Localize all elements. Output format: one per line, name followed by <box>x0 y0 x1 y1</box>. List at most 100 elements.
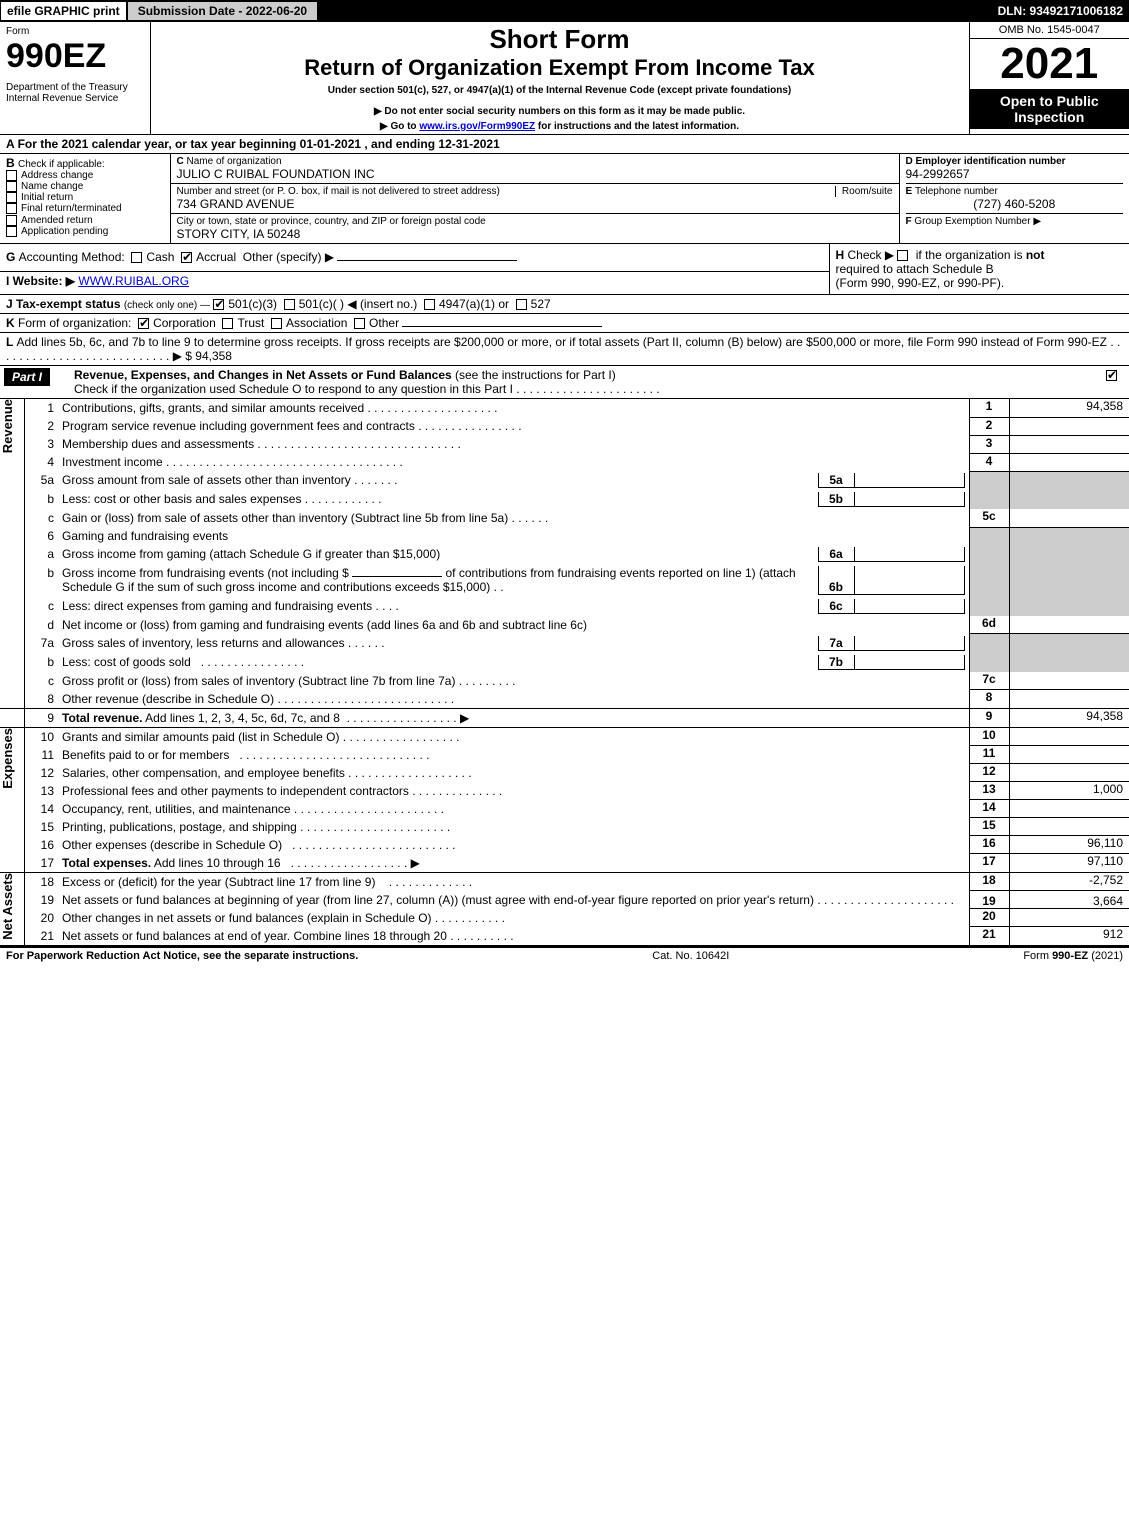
ssn-warning-text: Do not enter social security numbers on … <box>384 106 745 117</box>
b-opt-3: Final return/terminated <box>21 204 122 215</box>
l1-box: 1 <box>969 399 1009 418</box>
goto-link[interactable]: www.irs.gov/Form990EZ <box>419 121 535 132</box>
g-accrual: Accrual <box>196 250 236 264</box>
irs-label: Internal Revenue Service <box>6 93 144 104</box>
checkbox-assoc[interactable] <box>271 318 282 329</box>
part1-title-tail: (see the instructions for Part I) <box>455 368 616 382</box>
line-text: Benefits paid to or for members . . . . … <box>58 746 969 764</box>
tax-year: 2021 <box>970 39 1129 89</box>
grey-cell <box>969 490 1009 509</box>
section-c-street: Number and street (or P. O. box, if mail… <box>170 184 899 214</box>
part1-header: Part I Revenue, Expenses, and Changes in… <box>0 366 1129 398</box>
l9-val: 94,358 <box>1009 708 1129 727</box>
checkbox-schedule-o[interactable] <box>1106 370 1117 381</box>
line-text: Program service revenue including govern… <box>58 417 969 435</box>
checkbox-final-return[interactable] <box>6 203 17 214</box>
goto-tail: for instructions and the latest informat… <box>535 121 739 132</box>
l11-text: Benefits paid to or for members <box>62 748 229 762</box>
l7b-subval <box>854 655 964 670</box>
j-label: Tax-exempt status <box>16 297 120 311</box>
grey-cell <box>1009 564 1129 597</box>
l7b-text: Less: cost of goods sold <box>62 655 191 669</box>
netassets-label: Net Assets <box>0 873 15 940</box>
l4-box: 4 <box>969 453 1009 471</box>
l21-box: 21 <box>969 927 1009 946</box>
checkbox-h[interactable] <box>897 250 908 261</box>
l16-text: Other expenses (describe in Schedule O) <box>62 838 282 852</box>
l20-text: Other changes in net assets or fund bala… <box>62 911 432 925</box>
l5b-text: Less: cost or other basis and sales expe… <box>62 492 301 506</box>
g-other-input[interactable] <box>337 260 517 261</box>
checkbox-other[interactable] <box>354 318 365 329</box>
line-text: Gross amount from sale of assets other t… <box>58 471 969 490</box>
checkbox-accrual[interactable] <box>181 252 192 263</box>
part1-label-cell: Part I <box>0 366 70 398</box>
l7a-sub: 7a <box>818 636 854 651</box>
c-name-label: Name of organization <box>187 156 282 167</box>
checkbox-cash[interactable] <box>131 252 142 263</box>
l19-val: 3,664 <box>1009 891 1129 909</box>
l2-box: 2 <box>969 417 1009 435</box>
l6b-subval <box>854 566 964 594</box>
grey-cell <box>969 545 1009 564</box>
line-text: Gross income from fundraising events (no… <box>58 564 969 597</box>
phone-value: (727) 460-5208 <box>906 197 1124 211</box>
revenue-side: Revenue <box>0 399 24 709</box>
checkbox-527[interactable] <box>516 299 527 310</box>
l21-text: Net assets or fund balances at end of ye… <box>62 929 447 943</box>
line-num: 5a <box>24 471 58 490</box>
line-text: Investment income . . . . . . . . . . . … <box>58 453 969 471</box>
top-bar: efile GRAPHIC print Submission Date - 20… <box>0 0 1129 22</box>
letter-h: H <box>836 248 848 262</box>
l4-text: Investment income <box>62 455 163 469</box>
l6d-text: Net income or (loss) from gaming and fun… <box>58 616 969 634</box>
checkbox-trust[interactable] <box>222 318 233 329</box>
letter-i: I <box>6 274 13 288</box>
checkbox-application-pending[interactable] <box>6 226 17 237</box>
l17-box: 17 <box>969 854 1009 873</box>
l16-box: 16 <box>969 836 1009 854</box>
checkbox-initial-return[interactable] <box>6 192 17 203</box>
line-text: Less: direct expenses from gaming and fu… <box>58 597 969 616</box>
l5c-val <box>1009 509 1129 527</box>
l6b-blank[interactable] <box>352 576 442 577</box>
line-text: Net assets or fund balances at end of ye… <box>58 927 969 946</box>
return-title: Return of Organization Exempt From Incom… <box>157 55 963 81</box>
k-other-input[interactable] <box>402 326 602 327</box>
l15-text: Printing, publications, postage, and shi… <box>62 820 297 834</box>
line-num: b <box>24 564 58 597</box>
f-arrow: ▶ <box>1033 216 1041 227</box>
checkbox-address-change[interactable] <box>6 170 17 181</box>
l9-textbold: Total revenue. <box>62 711 142 725</box>
line-num: 15 <box>24 818 58 836</box>
l5c-box: 5c <box>969 509 1009 527</box>
e-label: Telephone number <box>915 186 998 197</box>
website-link[interactable]: WWW.RUIBAL.ORG <box>78 274 189 288</box>
line-num: b <box>24 653 58 672</box>
part1-check-cell <box>1099 366 1129 398</box>
k-opt-1: Trust <box>237 316 264 330</box>
l6b-text1: Gross income from fundraising events (no… <box>62 566 349 580</box>
l2-text: Program service revenue including govern… <box>62 419 415 433</box>
section-h: H Check ▶ if the organization is not req… <box>829 244 1129 295</box>
checkbox-amended-return[interactable] <box>6 215 17 226</box>
letter-b: B <box>6 156 18 170</box>
line-num: d <box>24 616 58 634</box>
checkbox-501c[interactable] <box>284 299 295 310</box>
line-num: b <box>24 490 58 509</box>
l6a-text: Gross income from gaming (attach Schedul… <box>62 547 440 561</box>
h-text4: (Form 990, 990-EZ, or 990-PF). <box>836 276 1005 290</box>
checkbox-name-change[interactable] <box>6 181 17 192</box>
l7c-box: 7c <box>969 672 1009 690</box>
section-l: L Add lines 5b, 6c, and 7b to line 9 to … <box>0 333 1129 366</box>
l-amount: $ 94,358 <box>185 349 232 363</box>
line-text: Gross profit or (loss) from sales of inv… <box>58 672 969 690</box>
line-text: Salaries, other compensation, and employ… <box>58 764 969 782</box>
checkbox-corp[interactable] <box>138 318 149 329</box>
checkbox-501c3[interactable] <box>213 299 224 310</box>
checkbox-4947[interactable] <box>424 299 435 310</box>
short-form-title: Short Form <box>157 24 963 55</box>
l5a-sub: 5a <box>818 473 854 488</box>
l11-box: 11 <box>969 746 1009 764</box>
line-text: Excess or (deficit) for the year (Subtra… <box>58 872 969 891</box>
